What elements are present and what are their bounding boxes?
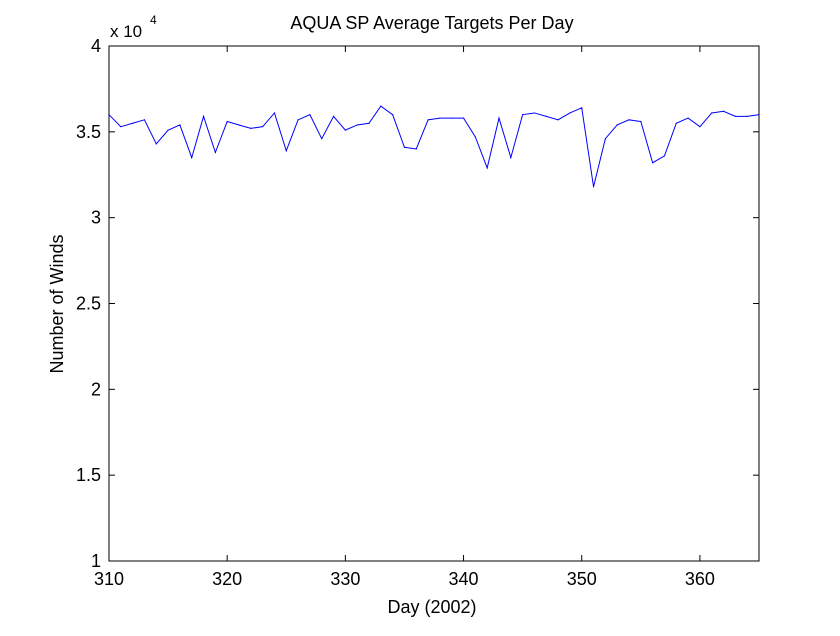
y-axis-exponent-prefix: x 10 bbox=[110, 22, 142, 41]
y-tick-label: 2.5 bbox=[76, 294, 101, 314]
data-point bbox=[592, 186, 595, 188]
data-point bbox=[722, 110, 725, 112]
data-point bbox=[510, 156, 512, 159]
data-point bbox=[522, 114, 524, 116]
x-tick-label: 340 bbox=[449, 569, 479, 589]
series-line bbox=[108, 105, 760, 187]
x-axis-label: Day (2002) bbox=[387, 597, 476, 617]
data-point bbox=[734, 115, 736, 117]
data-point bbox=[403, 146, 406, 148]
data-point bbox=[120, 126, 122, 128]
data-point bbox=[474, 136, 476, 138]
data-point bbox=[628, 119, 630, 121]
data-point bbox=[699, 126, 701, 128]
data-point bbox=[380, 105, 382, 107]
data-point bbox=[262, 126, 264, 128]
data-point bbox=[640, 120, 642, 123]
data-point bbox=[533, 112, 536, 114]
y-tick-label: 4 bbox=[91, 36, 101, 56]
data-point bbox=[155, 143, 157, 145]
data-point bbox=[687, 117, 689, 119]
data-point bbox=[652, 162, 654, 164]
data-point bbox=[226, 120, 228, 123]
data-point bbox=[604, 138, 606, 140]
data-point bbox=[202, 115, 205, 117]
y-axis-label: Number of Winds bbox=[47, 234, 67, 373]
data-point bbox=[132, 122, 134, 124]
x-tick-label: 360 bbox=[685, 569, 715, 589]
series-points bbox=[108, 105, 760, 188]
plot-area bbox=[108, 45, 760, 562]
data-point bbox=[427, 119, 429, 121]
data-point bbox=[332, 115, 335, 117]
data-point bbox=[746, 115, 748, 117]
data-point bbox=[356, 124, 358, 126]
data-point bbox=[392, 114, 394, 116]
data-point bbox=[616, 124, 618, 126]
data-point bbox=[462, 117, 465, 119]
x-tick-label: 350 bbox=[567, 569, 597, 589]
data-point bbox=[486, 167, 488, 169]
data-point bbox=[108, 114, 110, 116]
y-tick-label: 1.5 bbox=[76, 465, 101, 485]
data-point bbox=[581, 107, 583, 109]
y-tick-label: 3.5 bbox=[76, 122, 101, 142]
data-point bbox=[415, 148, 417, 150]
data-point bbox=[297, 119, 299, 121]
data-point bbox=[368, 122, 370, 124]
data-point bbox=[569, 112, 571, 114]
y-tick-label: 2 bbox=[91, 379, 101, 399]
y-tick-label: 3 bbox=[91, 208, 101, 228]
data-point bbox=[143, 119, 146, 121]
data-point bbox=[344, 129, 346, 131]
data-point bbox=[545, 115, 547, 117]
chart-title: AQUA SP Average Targets Per Day bbox=[290, 13, 573, 33]
data-point bbox=[191, 156, 193, 159]
data-point bbox=[238, 124, 240, 126]
data-point bbox=[179, 124, 181, 126]
data-point bbox=[285, 150, 287, 152]
data-point bbox=[273, 112, 276, 114]
axis-tick-labels: 310 320 330 340 350 360 1 1.5 2 2.5 3 3.5 4 bbox=[76, 36, 715, 589]
data-point bbox=[321, 138, 323, 140]
axis-ticks bbox=[108, 45, 759, 562]
x-tick-label: 310 bbox=[94, 569, 124, 589]
data-point bbox=[675, 122, 677, 124]
data-point bbox=[309, 114, 311, 116]
x-tick-label: 330 bbox=[330, 569, 360, 589]
data-point bbox=[451, 117, 453, 119]
data-point bbox=[663, 155, 666, 157]
data-point bbox=[439, 117, 441, 119]
x-tick-label: 320 bbox=[212, 569, 242, 589]
y-tick-label: 1 bbox=[91, 551, 101, 571]
data-point bbox=[498, 117, 500, 119]
y-axis-exponent-power: 4 bbox=[150, 13, 157, 27]
data-point bbox=[214, 151, 216, 154]
data-point bbox=[167, 129, 169, 131]
data-point bbox=[557, 119, 559, 121]
data-point bbox=[250, 127, 252, 129]
data-point bbox=[758, 114, 760, 116]
data-point bbox=[711, 112, 713, 114]
